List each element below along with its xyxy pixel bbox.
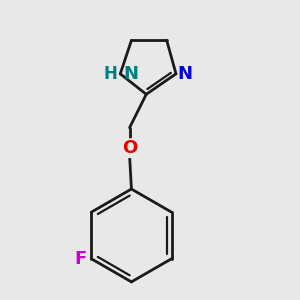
Text: N: N	[178, 65, 193, 83]
Text: F: F	[74, 250, 87, 268]
Text: O: O	[122, 139, 137, 157]
Text: H: H	[103, 65, 117, 83]
Text: N: N	[123, 65, 138, 83]
